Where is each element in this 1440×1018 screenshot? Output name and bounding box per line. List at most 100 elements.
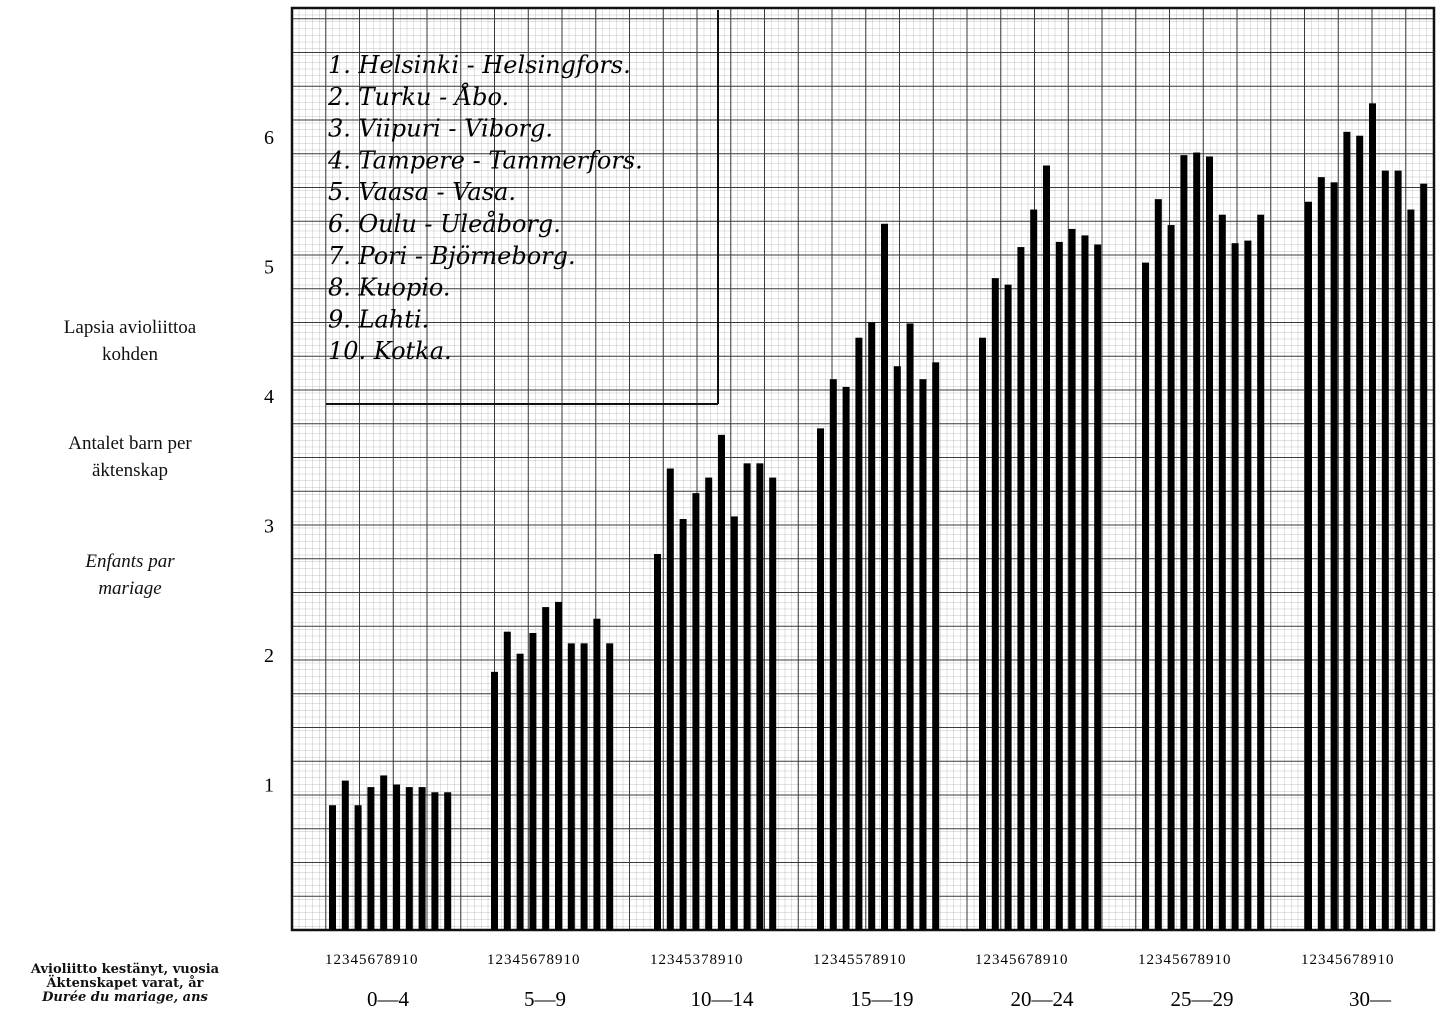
legend-entry-3: 3. Viipuri - Viborg.: [328, 115, 553, 143]
legend-entry-7: 7. Pori - Björneborg.: [328, 242, 576, 270]
bar-6-group-2: [555, 601, 562, 930]
bar-3-group-7: [1330, 182, 1338, 930]
bar-2-group-1: [341, 780, 349, 930]
bar-1-group-2: [491, 671, 498, 930]
y-tick-label: 3: [264, 516, 274, 538]
bar-7-group-5: [1055, 241, 1063, 930]
bar-1-group-1: [329, 805, 336, 930]
bar-7-group-7: [1381, 170, 1389, 931]
y-axis-label-finnish: Lapsia avioliittoa kohden: [20, 314, 240, 368]
x-axis-bar-index-labels: 12345678910 12345678910 12345378910 1234557…: [325, 952, 1395, 968]
bar-5-group-2: [542, 607, 550, 930]
bar-9-group-7: [1407, 209, 1415, 930]
grid-background: [292, 8, 1434, 930]
x-index-label-group-5: 12345678910: [975, 952, 1069, 968]
bar-8-group-2: [580, 643, 588, 930]
bar-5-group-1: [380, 775, 388, 930]
bar-9-group-5: [1081, 235, 1089, 931]
bar-6-group-5: [1043, 165, 1050, 931]
bar-7-group-4: [893, 366, 901, 931]
y-axis-label-french-line2: mariage: [98, 578, 162, 599]
y-axis-label-swedish-line2: äktenskap: [92, 460, 168, 481]
legend-entry-10: 10. Kotka.: [328, 337, 452, 365]
bars-layer: [329, 103, 1428, 931]
x-group-label: 30—: [1349, 987, 1392, 1011]
y-axis-label-french: Enfants par mariage: [20, 548, 240, 602]
bar-4-group-6: [1180, 155, 1188, 930]
x-axis-label-finnish: Avioliitto kestänyt, vuosia: [30, 962, 220, 977]
bar-1-group-3: [654, 553, 661, 930]
legend-entry-1: 1. Helsinki - Helsingfors.: [328, 51, 631, 79]
x-group-label: 10—14: [691, 987, 755, 1011]
y-tick-label: 2: [264, 645, 274, 667]
bar-10-group-5: [1094, 244, 1102, 931]
bar-4-group-2: [529, 632, 537, 930]
x-index-label-group-4: 12345578910: [813, 952, 907, 968]
bar-4-group-5: [1017, 247, 1025, 930]
y-axis-label-french-line1: Enfants par: [85, 551, 175, 572]
bar-6-group-6: [1206, 156, 1213, 931]
x-axis-group-labels: 0—4 5—9 10—14 15—19 20—24 25—29 30—: [367, 987, 1392, 1011]
bar-4-group-7: [1343, 131, 1351, 930]
bar-9-group-4: [919, 379, 927, 930]
bar-5-group-3: [705, 477, 713, 930]
bar-4-group-1: [367, 787, 375, 930]
y-axis-label-swedish: Antalet barn per äktenskap: [20, 430, 240, 484]
bar-6-group-1: [393, 784, 400, 930]
bar-1-group-7: [1305, 201, 1312, 930]
y-tick-label: 4: [264, 386, 274, 408]
x-index-label-group-6: 12345678910: [1138, 952, 1232, 968]
x-axis-label-french: Durée du mariage, ans: [42, 990, 208, 1005]
bar-8-group-4: [906, 323, 914, 931]
bar-10-group-6: [1257, 214, 1265, 930]
y-tick-label: 5: [264, 257, 274, 279]
bar-2-group-5: [991, 278, 999, 930]
bar-2-group-2: [503, 631, 511, 930]
bar-8-group-3: [743, 463, 751, 930]
x-index-label-group-3: 12345378910: [650, 952, 744, 968]
bar-3-group-1: [354, 805, 362, 930]
bar-5-group-5: [1030, 209, 1038, 930]
bar-3-group-3: [679, 519, 687, 930]
bar-7-group-2: [567, 643, 575, 930]
bar-7-group-3: [730, 516, 738, 930]
x-index-label-group-1: 12345678910: [325, 952, 419, 968]
bar-1-group-6: [1142, 262, 1149, 930]
bar-9-group-2: [593, 618, 601, 930]
bar-10-group-2: [606, 643, 614, 930]
bar-8-group-7: [1394, 170, 1402, 931]
bar-9-group-6: [1244, 240, 1252, 931]
bar-6-group-3: [718, 434, 725, 930]
bar-6-group-7: [1369, 103, 1376, 930]
bar-8-group-6: [1231, 243, 1239, 930]
bar-2-group-3: [666, 468, 674, 930]
y-tick-label: 6: [264, 127, 274, 149]
bar-2-group-4: [829, 379, 837, 930]
x-group-label: 5—9: [524, 987, 566, 1011]
x-index-label-group-7: 12345678910: [1301, 952, 1395, 968]
bar-2-group-6: [1154, 199, 1162, 930]
legend-entry-2: 2. Turku - Åbo.: [327, 82, 509, 111]
bar-8-group-1: [418, 787, 426, 930]
bar-8-group-5: [1068, 228, 1076, 930]
bar-3-group-4: [842, 386, 850, 930]
bar-1-group-5: [979, 337, 986, 931]
y-axis-label-finnish-line1: Lapsia avioliittoa: [63, 317, 197, 338]
y-axis-ticks: 1 2 3 4 5 6: [264, 127, 274, 797]
bar-5-group-4: [868, 322, 876, 930]
y-axis-label-finnish-line2: kohden: [102, 344, 158, 365]
bar-4-group-3: [692, 493, 700, 930]
legend-entry-8: 8. Kuopio.: [328, 274, 451, 302]
x-group-label: 20—24: [1011, 987, 1075, 1011]
bar-9-group-3: [756, 463, 764, 930]
bar-10-group-3: [769, 477, 777, 930]
bar-4-group-4: [855, 337, 863, 931]
x-group-label: 15—19: [851, 987, 914, 1011]
bar-10-group-7: [1420, 183, 1428, 930]
bar-2-group-7: [1317, 177, 1325, 930]
legend-entry-9: 9. Lahti.: [328, 305, 429, 333]
bar-1-group-4: [817, 428, 824, 930]
y-axis-label-swedish-line1: Antalet barn per: [68, 433, 192, 454]
legend-entry-4: 4. Tampere - Tammerfors.: [327, 146, 643, 174]
legend: 1. Helsinki - Helsingfors. 2. Turku - Åbo…: [326, 10, 719, 405]
